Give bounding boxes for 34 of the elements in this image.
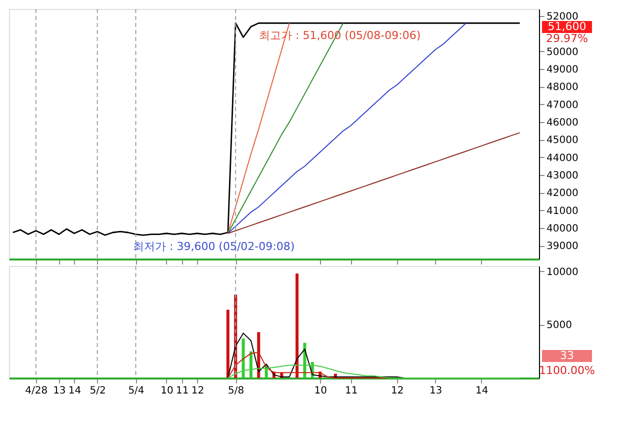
- x-tick-label: 4/28: [25, 386, 48, 396]
- text: 33: [560, 349, 574, 362]
- x-tick-label: 11: [344, 386, 358, 396]
- y-tick-label: 45000: [546, 135, 578, 146]
- y-tick-label: 48000: [546, 82, 578, 94]
- x-tick-label: 5/8: [228, 386, 244, 396]
- y-tick-label: 46000: [546, 118, 578, 129]
- y-tick-label: 42000: [546, 188, 578, 200]
- x-tick-label: 10: [160, 386, 174, 396]
- x-tick-label: 11: [176, 386, 189, 396]
- y-tick-label: 10000: [546, 266, 578, 278]
- text: 51,600: [548, 20, 586, 33]
- y-tick-label: 39000: [546, 241, 578, 252]
- annotation: 1100.00%: [539, 364, 595, 377]
- y-tick-label: 52000: [546, 12, 578, 23]
- x-tick-label: 5/2: [90, 386, 106, 396]
- y-tick-label: 43000: [546, 170, 578, 182]
- x-tick-label: 12: [191, 386, 204, 396]
- x-tick-label: 14: [476, 386, 488, 396]
- y-tick-label: 50000: [546, 46, 578, 58]
- annotation: 최저가 : 39,600 (05/02-09:08): [133, 240, 295, 253]
- y-tick-label: 41000: [546, 206, 578, 217]
- x-tick-label: 13: [429, 386, 442, 396]
- text: 29.97%: [546, 32, 588, 45]
- y-tick-label: 44000: [546, 152, 578, 164]
- x-tick-label: 5/4: [128, 386, 144, 396]
- y-tick-label: 5000: [546, 320, 572, 332]
- x-tick-label: 12: [391, 386, 404, 396]
- y-tick-label: 47000: [546, 100, 578, 111]
- x-tick-label: 10: [314, 386, 327, 396]
- y-tick-label: 49000: [546, 64, 578, 76]
- x-tick-label: 14: [68, 386, 82, 396]
- x-tick-label: 13: [53, 386, 66, 396]
- y-tick-label: 40000: [546, 224, 578, 235]
